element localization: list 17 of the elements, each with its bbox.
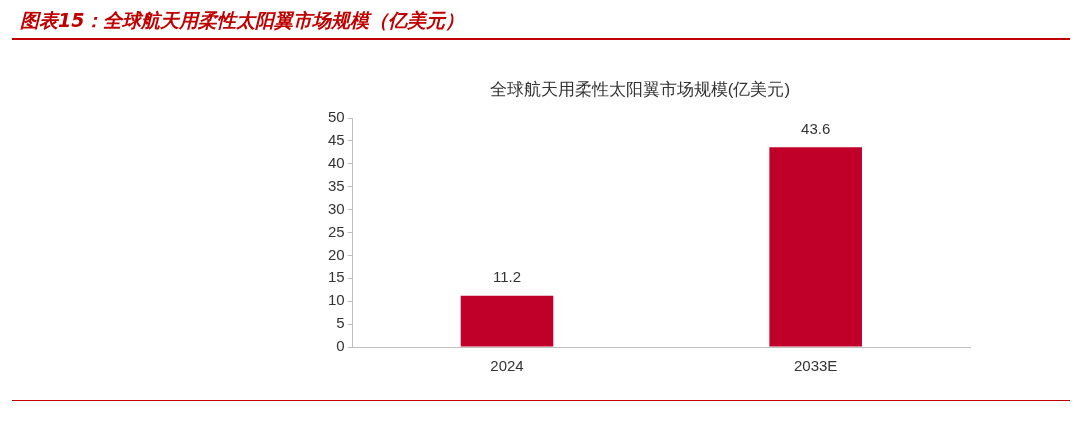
y-tick-label: 50 xyxy=(328,108,345,126)
data-label: 43.6 xyxy=(801,119,831,137)
x-tick-label: 2033E xyxy=(793,357,838,375)
y-tick-label: 10 xyxy=(328,291,345,309)
x-tick-label: 2024 xyxy=(490,357,524,375)
y-tick-label: 30 xyxy=(328,199,345,217)
y-tick-label: 25 xyxy=(328,222,345,240)
y-tick-label: 45 xyxy=(328,131,345,149)
chart-subtitle: 全球航天用柔性太阳翼市场规模(亿美元) xyxy=(488,79,792,101)
y-tick-label: 20 xyxy=(328,245,345,263)
y-tick-label: 35 xyxy=(328,176,345,194)
y-tick-label: 5 xyxy=(336,314,345,332)
y-tick-label: 40 xyxy=(328,153,345,171)
y-tick-label: 0 xyxy=(336,337,345,355)
y-tick-label: 15 xyxy=(328,268,345,286)
data-label: 11.2 xyxy=(492,268,522,286)
chart-title: 图表15：全球航天用柔性太阳翼市场规模（亿美元） xyxy=(20,8,465,33)
